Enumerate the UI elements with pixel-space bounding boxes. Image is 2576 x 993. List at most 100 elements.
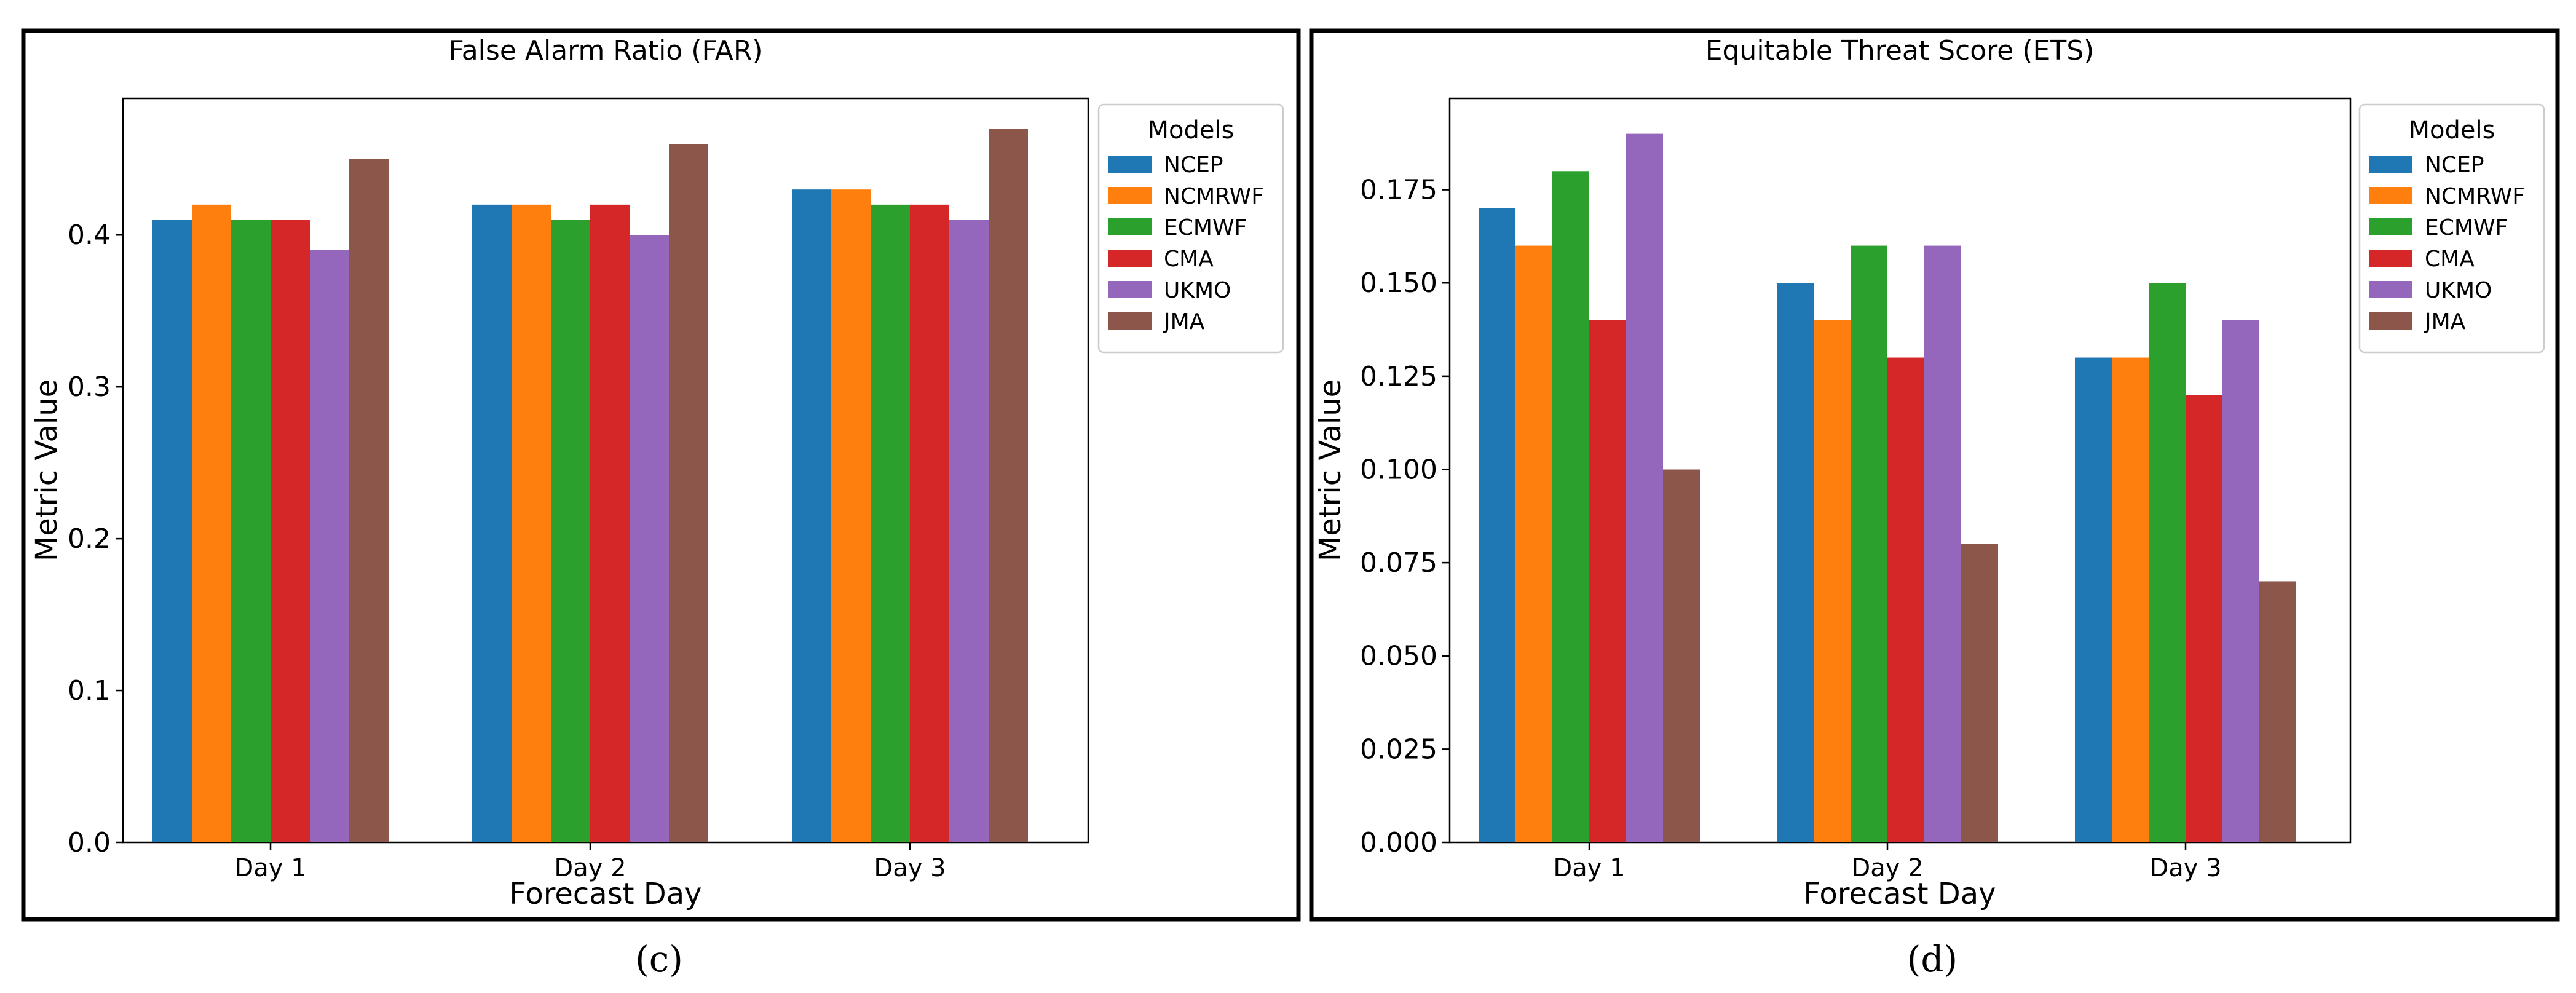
y-tick-label: 0.125 xyxy=(1360,361,1437,392)
legend-swatch-ukmo xyxy=(1108,281,1152,298)
panel-c-title: False Alarm Ratio (FAR) xyxy=(448,35,762,66)
legend-label-ukmo: UKMO xyxy=(1164,278,1231,303)
legend-swatch-ukmo xyxy=(2369,281,2412,298)
bar-ecmwf-day-3 xyxy=(871,204,910,842)
y-tick-label: 0.4 xyxy=(68,220,111,251)
bar-ecmwf-day-3 xyxy=(2149,283,2186,842)
panel-c-xlabel: Forecast Day xyxy=(509,877,701,911)
legend-swatch-jma xyxy=(2369,312,2412,330)
legend-swatch-cma xyxy=(2369,250,2412,267)
legend-swatch-jma xyxy=(1108,312,1152,330)
panel-d-ylabel: Metric Value xyxy=(1313,379,1348,561)
bar-ecmwf-day-1 xyxy=(1552,171,1589,842)
bar-ncmrwf-day-2 xyxy=(512,204,551,842)
y-tick-label: 0.050 xyxy=(1360,641,1437,672)
bar-ncep-day-2 xyxy=(472,204,512,842)
panel-c-x-axis: Day 1 Day 2 Day 3 xyxy=(234,842,946,882)
legend-label-ncmrwf: NCMRWF xyxy=(2425,184,2525,209)
panel-c-frame xyxy=(21,28,1301,922)
bar-jma-day-3 xyxy=(989,129,1028,843)
y-tick-label: 0.2 xyxy=(68,523,111,555)
legend-label-ecmwf: ECMWF xyxy=(1164,215,1247,240)
legend-swatch-ecmwf xyxy=(2369,218,2412,235)
bar-ukmo-day-2 xyxy=(630,235,669,843)
bar-ncep-day-3 xyxy=(792,189,831,842)
panel-c-legend-title: Models xyxy=(1148,116,1235,144)
panel-d-title: Equitable Threat Score (ETS) xyxy=(1705,35,2095,66)
legend-swatch-ncep xyxy=(1108,156,1152,173)
legend-label-ncmrwf: NCMRWF xyxy=(1164,184,1264,209)
bar-ncep-day-2 xyxy=(1777,283,1814,842)
bar-ncep-day-1 xyxy=(152,220,192,842)
bar-jma-day-3 xyxy=(2259,581,2296,842)
bar-cma-day-1 xyxy=(271,220,310,842)
x-tick-label: Day 1 xyxy=(1553,854,1625,882)
y-tick-label: 0.100 xyxy=(1360,454,1437,485)
y-tick-label: 0.025 xyxy=(1360,734,1437,765)
bar-ncmrwf-day-3 xyxy=(2112,357,2149,842)
legend-label-ncep: NCEP xyxy=(2425,152,2484,178)
bar-ukmo-day-1 xyxy=(310,250,349,842)
panel-c-y-axis: 0.0 0.1 0.2 0.3 0.4 xyxy=(68,220,123,858)
legend-label-cma: CMA xyxy=(2425,247,2475,272)
legend-swatch-ncmrwf xyxy=(1108,187,1152,204)
panel-d-legend-title: Models xyxy=(2409,116,2495,144)
panel-c-bars xyxy=(152,129,1028,843)
panel-d-legend: Models NCEP NCMRWF ECMWF CMA UKMO JMA xyxy=(2358,103,2545,354)
bar-ecmwf-day-2 xyxy=(551,220,590,842)
legend-label-jma: JMA xyxy=(2424,309,2466,334)
x-tick-label: Day 2 xyxy=(1851,854,1923,882)
bar-cma-day-3 xyxy=(910,204,949,842)
y-tick-label: 0.1 xyxy=(68,675,111,706)
y-tick-label: 0.0 xyxy=(68,827,111,858)
legend-label-jma: JMA xyxy=(1163,309,1205,334)
bar-jma-day-1 xyxy=(1663,469,1700,842)
legend-swatch-cma xyxy=(1108,250,1152,267)
bar-cma-day-2 xyxy=(590,204,630,842)
bar-jma-day-2 xyxy=(1961,544,1998,842)
bar-cma-day-2 xyxy=(1887,357,1924,842)
panel-c-legend-items: NCEP NCMRWF ECMWF CMA UKMO JMA xyxy=(1108,152,1264,334)
x-tick-label: Day 2 xyxy=(554,854,626,882)
bar-ukmo-day-3 xyxy=(949,220,989,842)
bar-ukmo-day-1 xyxy=(1626,133,1663,843)
panel-d-label: (d) xyxy=(1907,938,1958,980)
y-tick-label: 0.000 xyxy=(1360,827,1437,858)
panel-d: Equitable Threat Score (ETS) Metric Valu… xyxy=(1309,28,2560,980)
bar-ncmrwf-day-3 xyxy=(831,189,871,842)
panel-d-y-axis: 0.000 0.025 0.050 0.075 0.100 0.125 0.150 0.175 xyxy=(1360,175,1450,858)
legend-label-ukmo: UKMO xyxy=(2425,278,2492,303)
y-tick-label: 0.075 xyxy=(1360,547,1437,579)
x-tick-label: Day 3 xyxy=(874,854,946,882)
bar-ncep-day-1 xyxy=(1479,208,1515,842)
panel-c-ylabel: Metric Value xyxy=(30,379,64,561)
panel-d-xlabel: Forecast Day xyxy=(1803,877,1996,911)
legend-swatch-ncep xyxy=(2369,156,2412,173)
legend-label-ecmwf: ECMWF xyxy=(2425,215,2508,240)
bar-cma-day-3 xyxy=(2186,395,2222,842)
legend-label-cma: CMA xyxy=(1164,247,1214,272)
x-tick-label: Day 3 xyxy=(2149,854,2221,882)
panel-c-label: (c) xyxy=(635,938,683,980)
bar-ncmrwf-day-2 xyxy=(1814,320,1851,842)
bar-ncep-day-3 xyxy=(2075,357,2112,842)
y-tick-label: 0.150 xyxy=(1360,267,1437,299)
y-tick-label: 0.3 xyxy=(68,371,111,403)
panel-d-bars xyxy=(1479,133,2296,843)
y-tick-label: 0.175 xyxy=(1360,175,1437,206)
bar-ncmrwf-day-1 xyxy=(1515,245,1552,842)
bar-cma-day-1 xyxy=(1589,320,1626,842)
bar-ncmrwf-day-1 xyxy=(192,204,231,842)
bar-jma-day-2 xyxy=(669,144,708,842)
legend-swatch-ecmwf xyxy=(1108,218,1152,235)
panel-d-frame xyxy=(1309,28,2560,922)
bar-ukmo-day-2 xyxy=(1924,245,1961,842)
bar-ecmwf-day-1 xyxy=(231,220,271,842)
panel-d-legend-items: NCEP NCMRWF ECMWF CMA UKMO JMA xyxy=(2369,152,2525,334)
x-tick-label: Day 1 xyxy=(234,854,306,882)
panel-c-legend: Models NCEP NCMRWF ECMWF CMA UKMO JMA xyxy=(1097,103,1284,354)
legend-label-ncep: NCEP xyxy=(1164,152,1223,178)
bar-ukmo-day-3 xyxy=(2222,320,2259,842)
legend-swatch-ncmrwf xyxy=(2369,187,2412,204)
